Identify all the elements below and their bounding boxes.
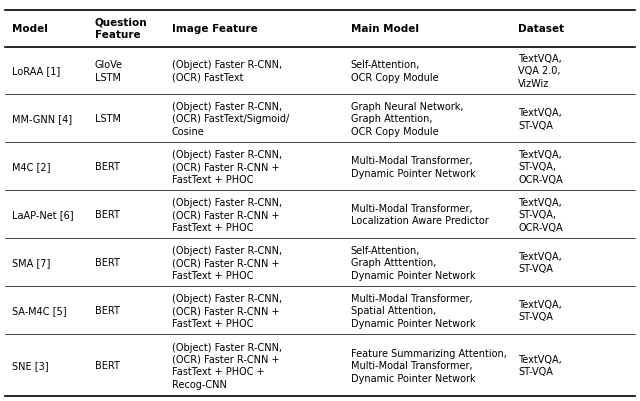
Text: TextVQA,
ST-VQA,
OCR-VQA: TextVQA, ST-VQA, OCR-VQA (518, 150, 563, 184)
Text: LSTM: LSTM (95, 114, 121, 124)
Text: Model: Model (12, 24, 47, 34)
Text: SA-M4C [5]: SA-M4C [5] (12, 306, 66, 315)
Text: Self-Attention,
Graph Atttention,
Dynamic Pointer Network: Self-Attention, Graph Atttention, Dynami… (351, 245, 476, 280)
Text: BERT: BERT (95, 257, 120, 267)
Text: TextVQA,
ST-VQA: TextVQA, ST-VQA (518, 354, 562, 377)
Text: Multi-Modal Transformer,
Localization Aware Predictor: Multi-Modal Transformer, Localization Aw… (351, 204, 488, 226)
Text: BERT: BERT (95, 162, 120, 172)
Text: BERT: BERT (95, 210, 120, 220)
Text: Image Feature: Image Feature (172, 24, 257, 34)
Text: TextVQA,
ST-VQA: TextVQA, ST-VQA (518, 108, 562, 130)
Text: Graph Neural Network,
Graph Attention,
OCR Copy Module: Graph Neural Network, Graph Attention, O… (351, 102, 463, 136)
Text: (Object) Faster R-CNN,
(OCR) Faster R-CNN +
FastText + PHOC: (Object) Faster R-CNN, (OCR) Faster R-CN… (172, 150, 282, 184)
Text: SMA [7]: SMA [7] (12, 257, 50, 267)
Text: (Object) Faster R-CNN,
(OCR) Faster R-CNN +
FastText + PHOC: (Object) Faster R-CNN, (OCR) Faster R-CN… (172, 197, 282, 232)
Text: Question
Feature: Question Feature (95, 18, 147, 40)
Text: TextVQA,
ST-VQA: TextVQA, ST-VQA (518, 251, 562, 274)
Text: M4C [2]: M4C [2] (12, 162, 50, 172)
Text: Main Model: Main Model (351, 24, 419, 34)
Text: LoRAA [1]: LoRAA [1] (12, 66, 60, 76)
Text: (Object) Faster R-CNN,
(OCR) Faster R-CNN +
FastText + PHOC +
Recog-CNN: (Object) Faster R-CNN, (OCR) Faster R-CN… (172, 342, 282, 389)
Text: (Object) Faster R-CNN,
(OCR) FastText: (Object) Faster R-CNN, (OCR) FastText (172, 60, 282, 83)
Text: Feature Summarizing Attention,
Multi-Modal Transformer,
Dynamic Pointer Network: Feature Summarizing Attention, Multi-Mod… (351, 348, 507, 383)
Text: MM-GNN [4]: MM-GNN [4] (12, 114, 72, 124)
Text: Self-Attention,
OCR Copy Module: Self-Attention, OCR Copy Module (351, 60, 438, 83)
Text: Dataset: Dataset (518, 24, 564, 34)
Text: LaAP-Net [6]: LaAP-Net [6] (12, 210, 73, 220)
Text: (Object) Faster R-CNN,
(OCR) FastText/Sigmoid/
Cosine: (Object) Faster R-CNN, (OCR) FastText/Si… (172, 102, 289, 136)
Text: Multi-Modal Transformer,
Spatial Attention,
Dynamic Pointer Network: Multi-Modal Transformer, Spatial Attenti… (351, 293, 476, 328)
Text: GloVe
LSTM: GloVe LSTM (95, 60, 123, 83)
Text: (Object) Faster R-CNN,
(OCR) Faster R-CNN +
FastText + PHOC: (Object) Faster R-CNN, (OCR) Faster R-CN… (172, 245, 282, 280)
Text: BERT: BERT (95, 360, 120, 370)
Text: (Object) Faster R-CNN,
(OCR) Faster R-CNN +
FastText + PHOC: (Object) Faster R-CNN, (OCR) Faster R-CN… (172, 293, 282, 328)
Text: Multi-Modal Transformer,
Dynamic Pointer Network: Multi-Modal Transformer, Dynamic Pointer… (351, 156, 476, 178)
Text: BERT: BERT (95, 306, 120, 315)
Text: TextVQA,
VQA 2.0,
VizWiz: TextVQA, VQA 2.0, VizWiz (518, 54, 562, 89)
Text: TextVQA,
ST-VQA: TextVQA, ST-VQA (518, 299, 562, 322)
Text: TextVQA,
ST-VQA,
OCR-VQA: TextVQA, ST-VQA, OCR-VQA (518, 197, 563, 232)
Text: SNE [3]: SNE [3] (12, 360, 48, 370)
